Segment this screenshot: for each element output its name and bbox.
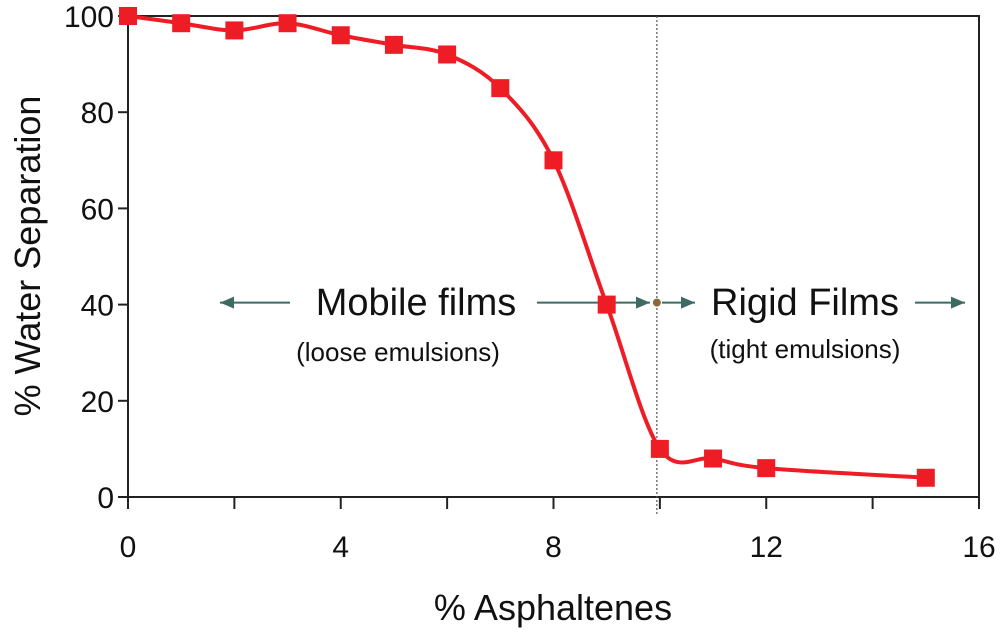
data-point xyxy=(491,79,510,98)
right-arrow-head xyxy=(951,296,965,309)
y-tick-label: 0 xyxy=(97,482,114,515)
data-point xyxy=(757,459,776,478)
y-tick-label: 20 xyxy=(81,386,114,419)
rigid-films-label: Rigid Films xyxy=(711,282,899,324)
data-point xyxy=(172,14,191,33)
tight-emulsions-label: (tight emulsions) xyxy=(710,334,901,364)
data-point xyxy=(544,151,563,170)
data-point xyxy=(916,468,935,487)
x-tick-label: 8 xyxy=(545,531,562,564)
data-point xyxy=(278,14,297,33)
plot-frame xyxy=(127,15,980,498)
data-point xyxy=(704,449,723,468)
annotations: Mobile films (loose emulsions) Rigid Films… xyxy=(220,16,965,515)
data-point xyxy=(650,439,669,458)
series xyxy=(119,7,935,487)
data-point xyxy=(331,26,350,45)
loose-emulsions-label: (loose emulsions) xyxy=(296,337,500,367)
y-tick-label: 60 xyxy=(81,193,114,226)
series-line xyxy=(127,14,926,480)
middle-arrow-head xyxy=(636,296,650,309)
x-tick-label: 0 xyxy=(120,531,137,564)
data-point xyxy=(225,21,244,40)
x-tick-label: 12 xyxy=(750,531,783,564)
data-point xyxy=(597,295,616,314)
x-tick-label: 4 xyxy=(332,531,349,564)
data-point xyxy=(119,7,137,25)
y-axis-label: % Water Separation xyxy=(7,96,48,417)
y-tick-label: 40 xyxy=(81,290,114,323)
mobile-films-label: Mobile films xyxy=(316,282,517,324)
x-axis-label: % Asphaltenes xyxy=(434,587,672,628)
data-point xyxy=(384,35,403,54)
y-tick-label: 100 xyxy=(64,1,114,34)
intersection-marker xyxy=(652,298,661,307)
left-arrow-head xyxy=(220,296,234,309)
y-tick-label: 80 xyxy=(81,97,114,130)
x-tick-label: 16 xyxy=(962,531,995,564)
axes: 0 20 40 60 80 100 0 4 8 12 16 xyxy=(64,1,996,564)
data-point xyxy=(438,45,457,64)
right-lead-arrow-line-head xyxy=(681,296,695,309)
